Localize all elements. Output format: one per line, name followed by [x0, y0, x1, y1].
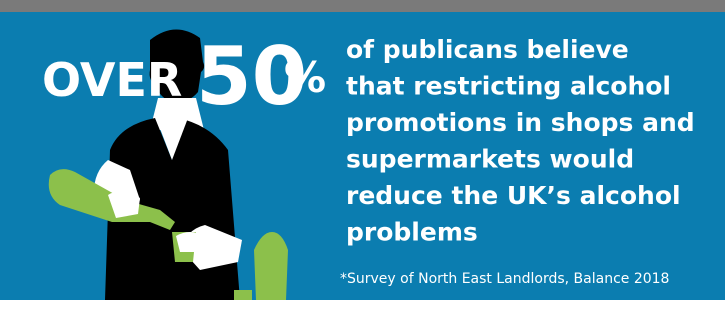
- headline-prefix: OVER: [42, 53, 182, 107]
- statement-line: promotions in shops and: [346, 108, 695, 137]
- statement-line: problems: [346, 218, 478, 247]
- statement-line: that restricting alcohol: [346, 72, 671, 101]
- statement-line: of publicans believe: [346, 35, 629, 64]
- infographic: OVER 50 % of publicans believethat restr…: [0, 0, 725, 311]
- headline-unit: %: [284, 53, 326, 102]
- top-bar: [0, 0, 725, 12]
- statement-line: supermarkets would: [346, 145, 634, 174]
- footnote: *Survey of North East Landlords, Balance…: [340, 271, 669, 287]
- statement-line: reduce the UK’s alcohol: [346, 181, 681, 210]
